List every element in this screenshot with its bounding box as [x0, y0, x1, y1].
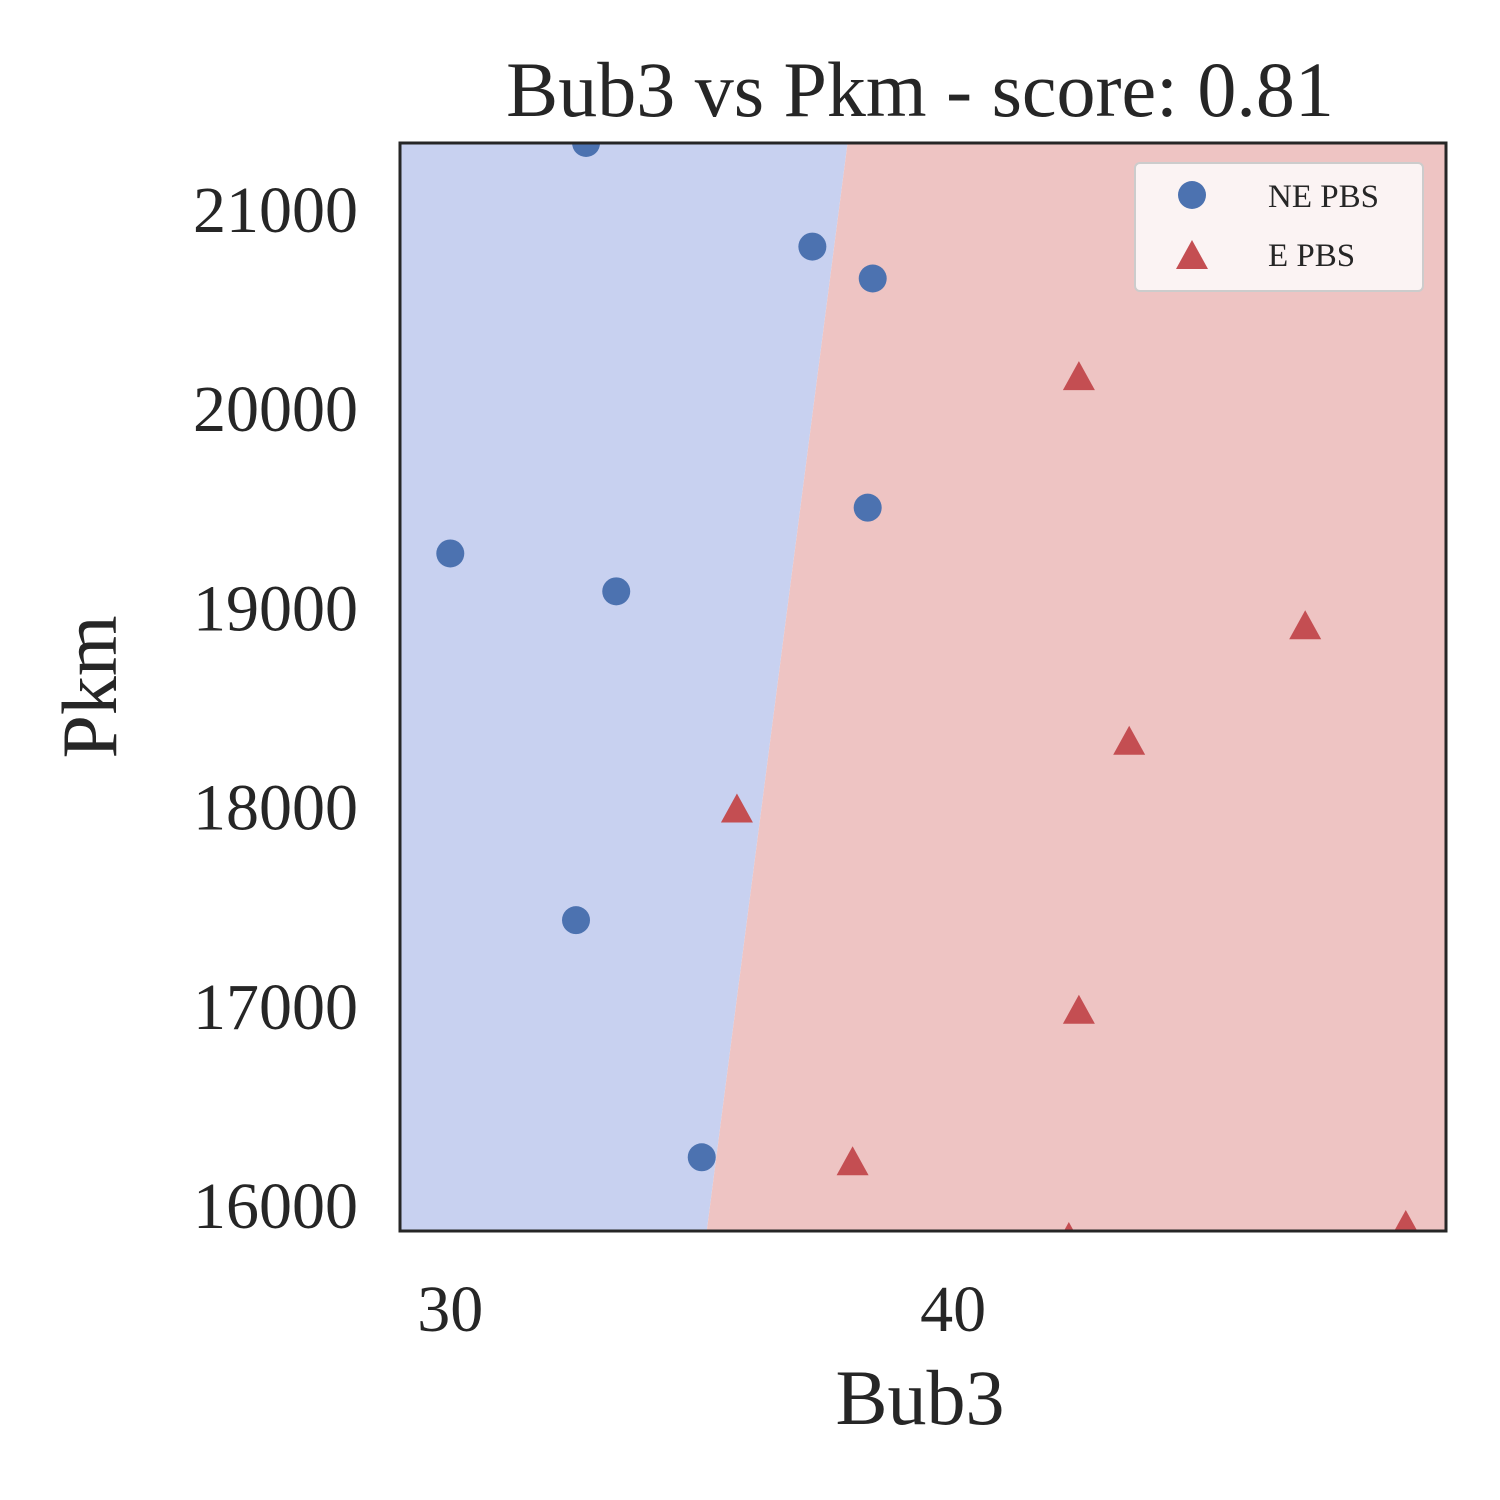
point-e-pbs: [1062, 994, 1095, 1024]
y-tick-label: 17000: [193, 971, 358, 1044]
point-e-pbs: [720, 793, 753, 823]
point-e-pbs: [1289, 610, 1322, 640]
point-e-pbs: [836, 1146, 869, 1176]
y-tick-label: 18000: [193, 772, 358, 845]
point-e-pbs: [1394, 1210, 1418, 1231]
point-e-pbs: [1062, 361, 1095, 391]
point-ne-pbs: [687, 1143, 716, 1172]
y-tick-label: 19000: [193, 572, 358, 645]
data-points: [436, 143, 1418, 1231]
x-tick-label: 30: [417, 1273, 483, 1346]
point-e-pbs: [1113, 725, 1146, 755]
point-ne-pbs: [562, 906, 591, 935]
point-ne-pbs: [858, 264, 887, 293]
plot-frame: [398, 141, 1448, 1233]
region-e-pbs: [706, 143, 1446, 1231]
legend: NE PBS E PBS: [1134, 162, 1424, 292]
legend-circle-marker: [1178, 181, 1206, 209]
region-ne-pbs: [400, 143, 848, 1231]
x-tick-label: 40: [920, 1273, 986, 1346]
x-axis-ticks: 30 40: [417, 1273, 986, 1346]
decision-regions: [400, 143, 1446, 1231]
point-ne-pbs: [436, 539, 465, 568]
y-tick-label: 20000: [193, 373, 358, 446]
legend-box: [1134, 162, 1424, 292]
legend-label-ne-pbs: NE PBS: [1268, 179, 1379, 215]
y-axis-label: Pkm: [46, 615, 133, 758]
point-ne-pbs: [572, 143, 601, 157]
legend-triangle-marker: [1176, 240, 1208, 269]
point-ne-pbs: [853, 493, 882, 522]
legend-label-e-pbs: E PBS: [1268, 238, 1355, 274]
y-axis-ticks: 16000 17000 18000 19000 20000 21000: [193, 174, 358, 1243]
y-tick-label: 21000: [193, 174, 358, 247]
chart-title: Bub3 vs Pkm - score: 0.81: [506, 46, 1334, 133]
point-ne-pbs: [798, 232, 827, 261]
x-axis-label: Bub3: [835, 1354, 1004, 1441]
point-ne-pbs: [602, 577, 631, 606]
y-tick-label: 16000: [193, 1170, 358, 1243]
point-e-pbs: [1063, 1221, 1074, 1231]
